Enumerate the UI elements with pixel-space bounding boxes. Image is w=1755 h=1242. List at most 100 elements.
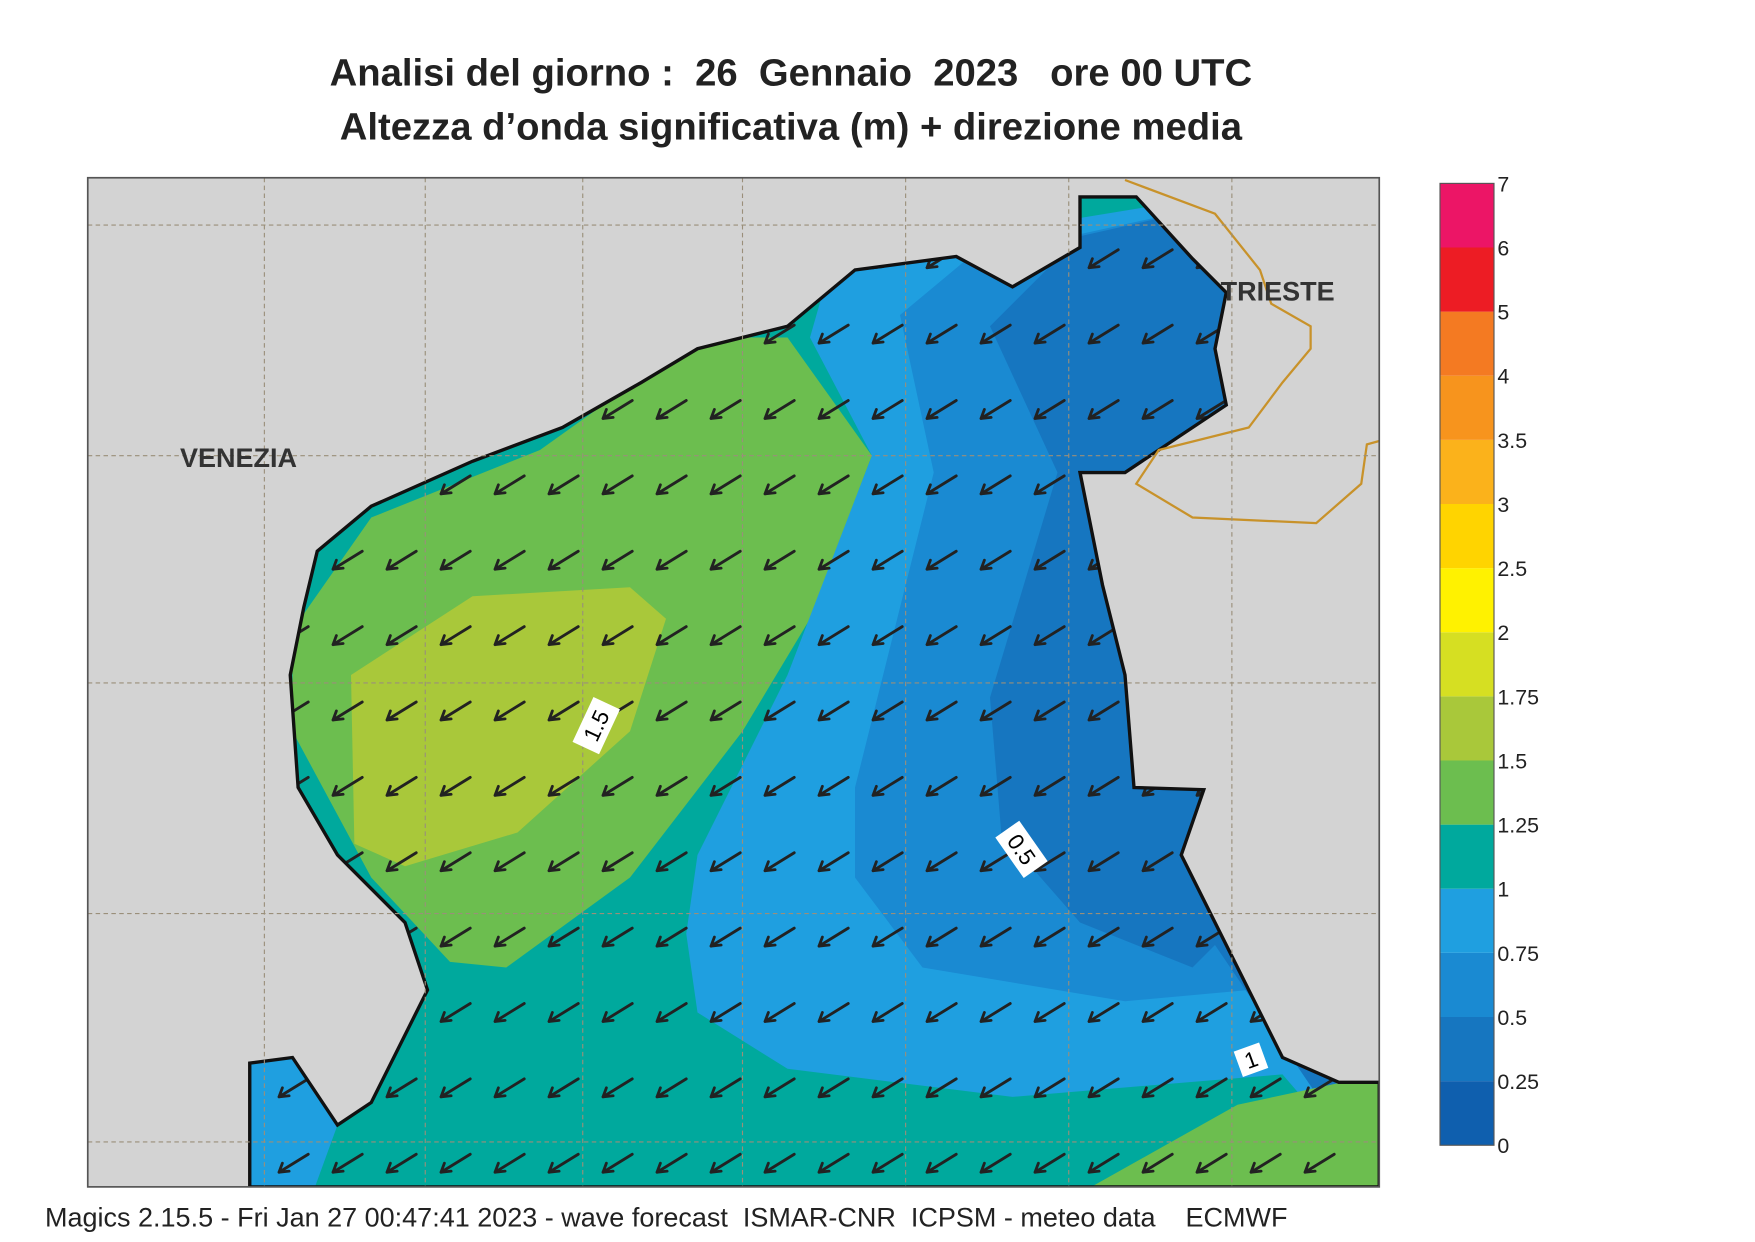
arrow: [763, 926, 796, 948]
arrow: [1141, 1077, 1174, 1099]
arrow: [439, 549, 472, 571]
arrow: [1033, 549, 1066, 571]
arrow: [655, 1077, 688, 1099]
colorbar-swatch: [1440, 1081, 1494, 1146]
arrow: [601, 549, 634, 571]
arrow: [871, 1002, 904, 1023]
arrow: [655, 474, 688, 496]
arrow: [979, 474, 1012, 496]
arrow: [1141, 248, 1174, 270]
arrow: [601, 625, 634, 647]
arrow: [655, 775, 688, 797]
arrow: [979, 700, 1012, 722]
arrow: [493, 474, 526, 496]
arrow: [655, 1002, 688, 1023]
arrow: [871, 700, 904, 722]
arrow: [331, 775, 364, 797]
colorbar-swatch: [1440, 824, 1494, 889]
colorbar-label: 4: [1497, 365, 1509, 389]
subtitle: Altezza d’onda significativa (m) + direz…: [340, 106, 1243, 149]
arrow: [1141, 399, 1174, 420]
arrow: [871, 399, 904, 420]
arrow: [871, 851, 904, 873]
arrow: [1087, 775, 1120, 797]
colorbar-swatch: [1440, 439, 1494, 504]
colorbar-label: 0.75: [1497, 942, 1539, 966]
place-label: TRIESTE: [1221, 276, 1335, 306]
zone: [351, 587, 666, 867]
colorbar-label: 1.25: [1497, 814, 1539, 838]
map-frame: [86, 176, 1381, 1188]
colorbar-swatch: [1440, 247, 1494, 312]
arrow: [601, 851, 634, 873]
arrow: [493, 1077, 526, 1099]
border: [1124, 178, 1380, 525]
arrow: [1141, 851, 1174, 873]
arrow: [331, 549, 364, 571]
arrow: [709, 625, 742, 647]
arrow: [655, 399, 688, 420]
arrow: [1195, 1077, 1228, 1099]
arrow: [925, 1002, 958, 1023]
arrow: [1033, 625, 1066, 647]
map: VENEZIA TRIESTE 1.5 0.5 1: [87, 177, 1380, 1187]
graticule: [87, 177, 1380, 1187]
arrow: [1195, 1152, 1228, 1174]
arrow: [655, 851, 688, 873]
arrow: [601, 474, 634, 496]
arrow: [1087, 1002, 1120, 1023]
arrow: [1033, 926, 1066, 948]
arrow: [763, 625, 796, 647]
arrow: [601, 1002, 634, 1023]
colorbar-swatch: [1440, 568, 1494, 633]
colorbar-swatch: [1440, 696, 1494, 761]
colorbar-label: 3: [1497, 493, 1509, 517]
arrow: [763, 549, 796, 571]
arrow: [979, 323, 1012, 345]
arrow: [439, 625, 472, 647]
arrow: [655, 926, 688, 948]
arrow: [655, 1152, 688, 1174]
arrow: [547, 851, 580, 873]
arrow: [925, 700, 958, 722]
arrow: [871, 474, 904, 496]
arrow: [763, 474, 796, 496]
arrow: [817, 549, 850, 571]
colorbar-swatch: [1440, 952, 1494, 1017]
arrow: [709, 775, 742, 797]
arrow: [439, 700, 472, 722]
colorbar-label: 1.5: [1497, 749, 1527, 773]
arrow: [385, 775, 418, 797]
arrow: [925, 1077, 958, 1099]
arrow: [493, 775, 526, 797]
arrow: [1087, 1077, 1120, 1099]
arrow: [1141, 1152, 1174, 1174]
colorbar-label: 5: [1497, 301, 1509, 325]
arrow: [385, 549, 418, 571]
arrow: [547, 474, 580, 496]
colorbar-label: 2: [1497, 621, 1509, 645]
arrow: [547, 1002, 580, 1023]
title: Analisi del giorno : 26 Gennaio 2023 ore…: [330, 52, 1253, 95]
arrow: [655, 549, 688, 571]
arrow: [709, 474, 742, 496]
arrow: [547, 625, 580, 647]
arrow: [709, 926, 742, 948]
arrow: [925, 851, 958, 873]
arrow: [709, 549, 742, 571]
arrow: [1195, 1002, 1228, 1023]
arrow: [1303, 1077, 1336, 1099]
colorbar-label: 6: [1497, 236, 1509, 260]
colorbar-swatch: [1440, 375, 1494, 440]
arrow: [601, 399, 634, 420]
colorbar-label: 1.75: [1497, 685, 1539, 709]
footer: Magics 2.15.5 - Fri Jan 27 00:47:41 2023…: [45, 1202, 1287, 1232]
arrow: [439, 474, 472, 496]
arrow: [385, 1152, 418, 1174]
colorbar: 0 0.25 0.5 0.75 1 1.25 1.5 1.75 2 2.5 3 3.5 4 5 6 7: [1439, 172, 1539, 1158]
arrow: [601, 1077, 634, 1099]
arrow: [1087, 926, 1120, 948]
arrow: [763, 323, 796, 345]
arrow: [1033, 1077, 1066, 1099]
